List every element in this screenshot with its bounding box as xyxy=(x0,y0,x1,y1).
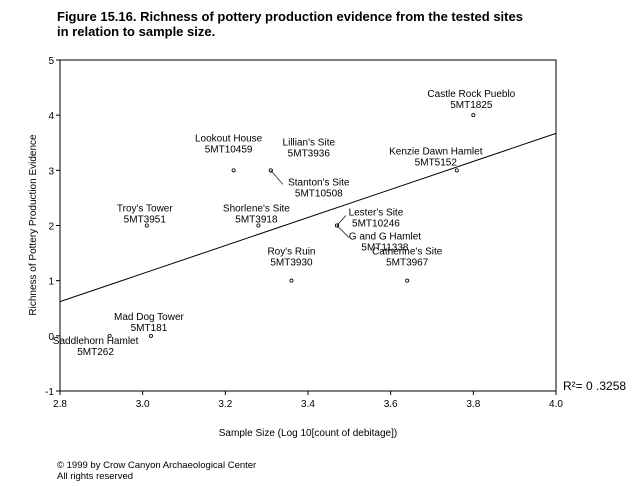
axes-layer: 2.8 3.0 3.2 3.4 3.6 3.8 4.0 -1 0 1 2 3 4 5 xyxy=(45,56,563,410)
x-tick-label: 2.8 xyxy=(53,399,67,410)
label-leader-line xyxy=(336,215,347,226)
x-tick-label: 3.2 xyxy=(218,399,232,410)
y-tick-label: 2 xyxy=(48,222,54,233)
point-label-name: Lillian's Site xyxy=(283,137,336,148)
data-point xyxy=(256,223,261,228)
y-axis-label: Richness of Pottery Production Evidence xyxy=(28,134,39,316)
regression-line xyxy=(59,132,557,303)
figure-title-line-2: in relation to sample size. xyxy=(57,24,216,39)
copyright-line-2: All rights reserved xyxy=(57,471,134,482)
point-label-name: Lester's Site xyxy=(349,208,404,219)
point-label-id: 5MT3918 xyxy=(235,215,278,226)
x-axis-label: Sample Size (Log 10[count of debitage]) xyxy=(219,428,397,439)
label-leader-line xyxy=(270,170,284,185)
copyright-notice: © 1999 by Crow Canyon Archaeological Cen… xyxy=(57,460,256,482)
point-label-id: 5MT262 xyxy=(77,347,114,358)
data-point xyxy=(471,113,476,118)
point-label-id: 5MT3930 xyxy=(270,258,313,269)
point-label-id: 5MT1825 xyxy=(450,100,493,111)
copyright-line-1: © 1999 by Crow Canyon Archaeological Cen… xyxy=(57,460,257,471)
figure-title: Figure 15.16. Richness of pottery produc… xyxy=(57,9,617,39)
label-leader-line xyxy=(336,225,350,238)
point-label-name: Roy's Ruin xyxy=(267,247,315,258)
point-label-name: Mad Dog Tower xyxy=(114,312,185,323)
x-tick-label: 3.6 xyxy=(384,399,398,410)
point-label-id: 5MT5152 xyxy=(415,157,458,168)
point-label-name: Kenzie Dawn Hamlet xyxy=(389,146,483,157)
y-tick-label: 1 xyxy=(48,277,54,288)
y-tick-label: -1 xyxy=(45,387,54,398)
y-tick-label: 3 xyxy=(48,166,54,177)
point-label-id: 5MT181 xyxy=(131,323,168,334)
y-tick-label: 4 xyxy=(48,111,54,122)
data-point xyxy=(405,278,410,283)
point-label-name: Catherine's Site xyxy=(372,247,443,258)
point-label-id: 5MT10246 xyxy=(352,219,400,230)
data-point xyxy=(289,278,294,283)
x-tick-label: 3.8 xyxy=(466,399,480,410)
point-label-id: 5MT3951 xyxy=(124,215,167,226)
figure-title-line-1: Figure 15.16. Richness of pottery produc… xyxy=(57,9,523,24)
point-label-id: 5MT11338 xyxy=(361,243,409,254)
data-point xyxy=(107,333,112,338)
x-tick-label: 4.0 xyxy=(549,399,563,410)
data-point xyxy=(454,168,459,173)
x-tick-label: 3.0 xyxy=(136,399,150,410)
point-label-name: Shorlene's Site xyxy=(223,204,290,215)
y-tick-label: 5 xyxy=(48,56,54,67)
scatter-chart: 2.8 3.0 3.2 3.4 3.6 3.8 4.0 -1 0 1 2 3 4 5 Castle Roc… xyxy=(28,56,626,439)
point-label-name: Saddlehorn Hamlet xyxy=(53,336,139,347)
point-label-id: 5MT3936 xyxy=(288,148,331,159)
data-point xyxy=(144,223,149,228)
r-squared-label: R²= 0 .3258 xyxy=(563,379,626,393)
point-label-id: 5MT10508 xyxy=(295,188,343,199)
point-label-name: Stanton's Site xyxy=(288,177,350,188)
point-label-id: 5MT3967 xyxy=(386,258,429,269)
point-label-name: G and G Hamlet xyxy=(349,232,421,243)
data-point xyxy=(231,168,236,173)
point-label-id: 5MT10459 xyxy=(205,144,253,155)
x-tick-label: 3.4 xyxy=(301,399,315,410)
y-tick-label: 0 xyxy=(48,332,54,343)
data-point xyxy=(148,333,153,338)
point-label-name: Lookout House xyxy=(195,133,263,144)
point-label-name: Castle Rock Pueblo xyxy=(427,89,515,100)
point-label-name: Troy's Tower xyxy=(117,204,173,215)
